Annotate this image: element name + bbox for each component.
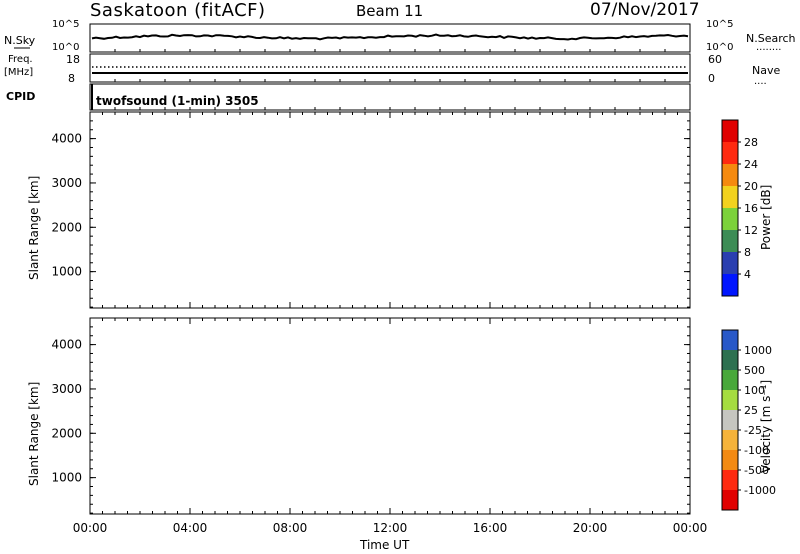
colorbar-tick: -1000 bbox=[744, 484, 776, 497]
colorbar-swatch bbox=[722, 390, 738, 411]
power-ylabel: Slant Range [km] bbox=[27, 176, 41, 280]
colorbar-swatch bbox=[722, 410, 738, 431]
velocity-panel: 1000 2000 3000 4000 00:00 04:00 08:00 12:00 16:… bbox=[27, 317, 708, 535]
colorbar-tick: 20 bbox=[744, 180, 758, 193]
power-yaxis: 1000 2000 3000 4000 bbox=[51, 111, 690, 308]
x-tick-label: 12:00 bbox=[373, 521, 408, 535]
beam-title: Beam 11 bbox=[356, 2, 424, 20]
velocity-xaxis: 00:00 04:00 08:00 12:00 16:00 20:00 00:00 bbox=[73, 318, 708, 535]
nsky-panel: N.Sky 10^5 10^0 10^5 10^0 N.Search .....… bbox=[4, 19, 796, 53]
freq-tick-bottom: 8 bbox=[68, 72, 75, 85]
colorbar-tick: 16 bbox=[744, 202, 758, 215]
x-tick-label: 08:00 bbox=[273, 521, 308, 535]
nave-tick-top: 60 bbox=[708, 53, 722, 66]
nsearch-label: N.Search bbox=[746, 32, 796, 45]
colorbar-tick: -500 bbox=[744, 464, 769, 477]
nave-dots: .... bbox=[754, 76, 767, 87]
power-cb-label: Power [dB] bbox=[759, 185, 773, 250]
x-tick-label: 00:00 bbox=[673, 521, 708, 535]
colorbar-swatch bbox=[722, 470, 738, 491]
y-tick-label: 1000 bbox=[51, 265, 82, 279]
freq-tick-top: 18 bbox=[66, 53, 80, 66]
date-title: 07/Nov/2017 bbox=[590, 0, 700, 20]
colorbar-swatch bbox=[722, 430, 738, 451]
nsearch-tick-bottom: 10^0 bbox=[706, 42, 733, 53]
colorbar-tick: 4 bbox=[744, 268, 751, 281]
time-axis-label: Time UT bbox=[359, 538, 410, 552]
x-tick-label: 04:00 bbox=[173, 521, 208, 535]
colorbar-swatch bbox=[722, 450, 738, 471]
colorbar-swatch bbox=[722, 142, 738, 165]
power-colorbar: 4 8 12 16 20 24 28 bbox=[721, 119, 758, 297]
x-tick-label: 00:00 bbox=[73, 521, 108, 535]
nsky-tick-bottom: 10^0 bbox=[52, 42, 79, 53]
cpid-panel: CPID twofsound (1-min) 3505 bbox=[6, 83, 691, 111]
colorbar-tick: 100 bbox=[744, 384, 765, 397]
nsky-tick-top: 10^5 bbox=[52, 19, 79, 30]
power-panel: 1000 2000 3000 4000 Slant Range [km] bbox=[27, 111, 691, 309]
nsky-line bbox=[91, 33, 689, 41]
colorbar-tick: 8 bbox=[744, 246, 751, 259]
freq-label: Freq. bbox=[8, 54, 33, 65]
colorbar-tick: 500 bbox=[744, 364, 765, 377]
station-title: Saskatoon (fitACF) bbox=[90, 0, 266, 21]
velocity-ylabel: Slant Range [km] bbox=[27, 382, 41, 486]
power-xticks bbox=[89, 112, 691, 308]
colorbar-tick: 25 bbox=[744, 404, 758, 417]
colorbar-swatch bbox=[722, 252, 738, 275]
y-tick-label: 2000 bbox=[51, 426, 82, 440]
colorbar-tick: 28 bbox=[744, 136, 758, 149]
velocity-cb-label: Velocity [m s⁻¹] bbox=[759, 380, 773, 473]
y-tick-label: 2000 bbox=[51, 220, 82, 234]
x-tick-label: 16:00 bbox=[473, 521, 508, 535]
velocity-colorbar: 1000 500 100 25 -25 -100 -500 -1000 bbox=[721, 329, 776, 511]
colorbar-swatch bbox=[722, 164, 738, 187]
colorbar-swatch bbox=[722, 208, 738, 231]
colorbar-tick: -100 bbox=[744, 444, 769, 457]
y-tick-label: 4000 bbox=[51, 132, 82, 146]
colorbar-swatch bbox=[722, 330, 738, 351]
colorbar-swatch bbox=[722, 490, 738, 511]
cpid-program: twofsound (1-min) 3505 bbox=[96, 94, 259, 108]
colorbar-swatch bbox=[722, 274, 738, 297]
colorbar-swatch bbox=[722, 186, 738, 209]
x-tick-label: 20:00 bbox=[573, 521, 608, 535]
velocity-yaxis: 1000 2000 3000 4000 bbox=[51, 317, 690, 514]
freq-panel: Freq. [MHz] 18 8 60 0 Nave .... bbox=[4, 53, 780, 87]
nave-tick-bottom: 0 bbox=[708, 72, 715, 85]
colorbar-tick: -25 bbox=[744, 424, 762, 437]
colorbar-swatch bbox=[722, 370, 738, 391]
nave-label: Nave bbox=[752, 64, 780, 77]
freq-unit: [MHz] bbox=[4, 67, 33, 78]
y-tick-label: 3000 bbox=[51, 382, 82, 396]
nsky-label: N.Sky bbox=[4, 34, 36, 47]
y-tick-label: 4000 bbox=[51, 338, 82, 352]
colorbar-swatch bbox=[722, 350, 738, 371]
colorbar-swatch bbox=[722, 120, 738, 143]
colorbar-tick: 1000 bbox=[744, 344, 772, 357]
cpid-label: CPID bbox=[6, 90, 35, 103]
nsearch-tick-top: 10^5 bbox=[706, 19, 733, 30]
nsearch-dots: ........ bbox=[756, 42, 781, 53]
colorbar-swatch bbox=[722, 230, 738, 253]
y-tick-label: 3000 bbox=[51, 176, 82, 190]
y-tick-label: 1000 bbox=[51, 471, 82, 485]
colorbar-tick: 24 bbox=[744, 158, 758, 171]
colorbar-tick: 12 bbox=[744, 224, 758, 237]
